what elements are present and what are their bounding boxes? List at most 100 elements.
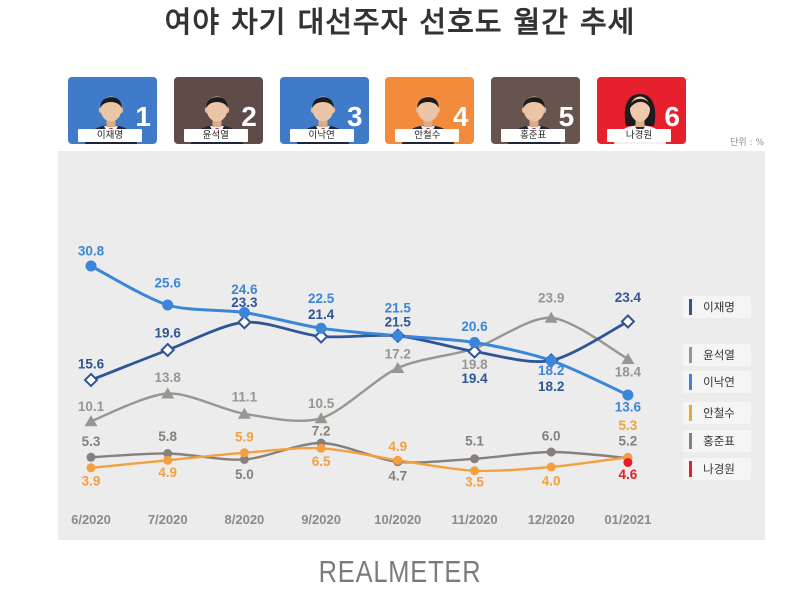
data-label-lee-nak-yon: 21.5 [385,300,412,315]
point-yoon-seok-youl [544,311,558,323]
point-lee-jae-myung [313,329,329,344]
candidate-name: 홍준표 [501,129,566,142]
legend-box [683,458,751,480]
candidate-rank: 2 [241,101,257,132]
point-lee-jae-myung [160,342,176,358]
data-label-ahn-cheol-soo: 6.5 [312,454,331,469]
data-label-hong-joon-pyo: 5.1 [465,433,484,448]
data-label-hong-joon-pyo: 5.3 [82,434,101,449]
series-markers [83,260,636,476]
candidate-card-3: 3 이낙연 [279,77,369,144]
candidate-rank: 6 [664,101,680,132]
point-yoon-seok-youl [161,387,175,399]
point-ahn-cheol-soo [239,448,249,458]
data-label-ahn-cheol-soo: 5.3 [619,418,638,433]
point-yoon-seok-youl [314,412,328,424]
legend-item-lee-nak-yon: 이낙연 [683,371,751,393]
candidate-name: 이낙연 [289,129,354,142]
point-lee-jae-myung [236,314,252,330]
data-label-hong-joon-pyo: 5.8 [158,429,177,444]
legend-label: 이재명 [703,300,735,314]
line-yoon-seok-youl [89,316,630,423]
unit-label: 단위 : % [730,138,764,148]
chart-title: 여야 차기 대선주자 선호도 월간 추세 [164,5,636,39]
legend-swatch [689,347,692,363]
point-yoon-seok-youl [621,353,635,364]
legend-box [683,371,751,393]
data-label-ahn-cheol-soo: 3.9 [82,473,101,488]
legend-swatch [689,405,692,421]
x-tick-label: 8/2020 [225,512,265,527]
legend-box [683,402,751,424]
point-na-kyung-won [623,458,633,467]
point-lee-nak-yon [545,355,557,366]
data-label-lee-nak-yon: 25.6 [155,276,182,291]
point-lee-nak-yon [85,260,97,272]
x-tick-label: 11/2020 [451,512,497,527]
line-ahn-cheol-soo [89,446,630,473]
realmeter-logo: REALMETER [318,554,482,589]
point-hong-joon-pyo [86,452,96,462]
data-label-hong-joon-pyo: 7.2 [312,424,331,439]
x-tick-label: 9/2020 [301,512,341,527]
legend-box [683,430,751,452]
point-lee-jae-myung [83,372,99,388]
point-yoon-seok-youl [84,415,98,427]
candidate-card-5: 5 홍준표 [491,77,581,144]
candidate-card-4: 4 안철수 [385,77,475,144]
data-label-yoon-seok-youl: 10.5 [308,396,335,411]
data-label-lee-nak-yon: 22.5 [308,291,335,306]
data-label-na-kyung-won: 4.6 [619,467,638,482]
legend-swatch [689,299,692,315]
data-label-lee-nak-yon: 30.8 [78,244,105,259]
data-label-lee-jae-myung: 23.4 [615,290,642,305]
point-ahn-cheol-soo [546,462,556,472]
legend-item-ahn-cheol-soo: 안철수 [683,402,751,424]
data-label-ahn-cheol-soo: 4.9 [388,439,407,454]
data-label-lee-nak-yon: 20.6 [461,319,488,334]
x-tick-label: 7/2020 [148,512,188,527]
point-ahn-cheol-soo [393,455,403,465]
data-label-lee-jae-myung: 23.3 [231,295,258,310]
legend-label: 안철수 [703,406,735,420]
legend-box [683,296,751,318]
x-tick-label: 6/2020 [71,512,111,527]
candidate-name: 윤석열 [183,129,248,142]
data-label-lee-jae-myung: 21.4 [308,307,335,322]
point-hong-joon-pyo [163,449,173,458]
point-ahn-cheol-soo [470,466,479,476]
point-ahn-cheol-soo [316,443,326,453]
data-label-ahn-cheol-soo: 4.0 [542,474,561,489]
candidate-rank: 1 [135,101,151,132]
data-label-lee-nak-yon: 18.2 [538,363,564,378]
point-hong-joon-pyo [470,454,479,464]
candidate-rank: 4 [452,101,469,132]
legend-item-na-kyung-won: 나경원 [683,458,751,480]
candidate-card-6: 6 나경원 [596,77,686,144]
point-lee-nak-yon [469,337,480,348]
candidate-name: 나경원 [606,129,671,142]
data-label-ahn-cheol-soo: 3.5 [465,474,484,489]
line-hong-joon-pyo [89,441,630,464]
x-tick-label: 10/2020 [374,512,421,527]
candidate-rank: 3 [347,101,363,132]
x-axis: 6/2020 7/2020 8/2020 9/2020 10/2020 11/2020 12… [71,512,651,527]
legend-swatch [689,374,692,390]
data-label-lee-jae-myung: 19.4 [461,371,488,386]
data-label-hong-joon-pyo: 5.0 [235,467,254,482]
legend-item-hong-joon-pyo: 홍준표 [683,430,751,452]
legend-label: 홍준표 [703,434,735,448]
data-labels: 15.6 19.6 23.3 21.4 21.5 19.4 18.2 23.4 10.1 13.8… [78,244,642,490]
data-label-ahn-cheol-soo: 5.9 [235,429,254,444]
point-ahn-cheol-soo [163,455,173,465]
data-label-hong-joon-pyo: 5.2 [619,434,638,449]
legend-swatch [689,433,692,449]
data-label-yoon-seok-youl: 18.4 [615,365,642,380]
point-yoon-seok-youl [391,362,405,373]
data-label-hong-joon-pyo: 6.0 [542,429,561,444]
legend-label: 이낙연 [703,375,735,389]
candidate-name: 안철수 [395,129,460,142]
